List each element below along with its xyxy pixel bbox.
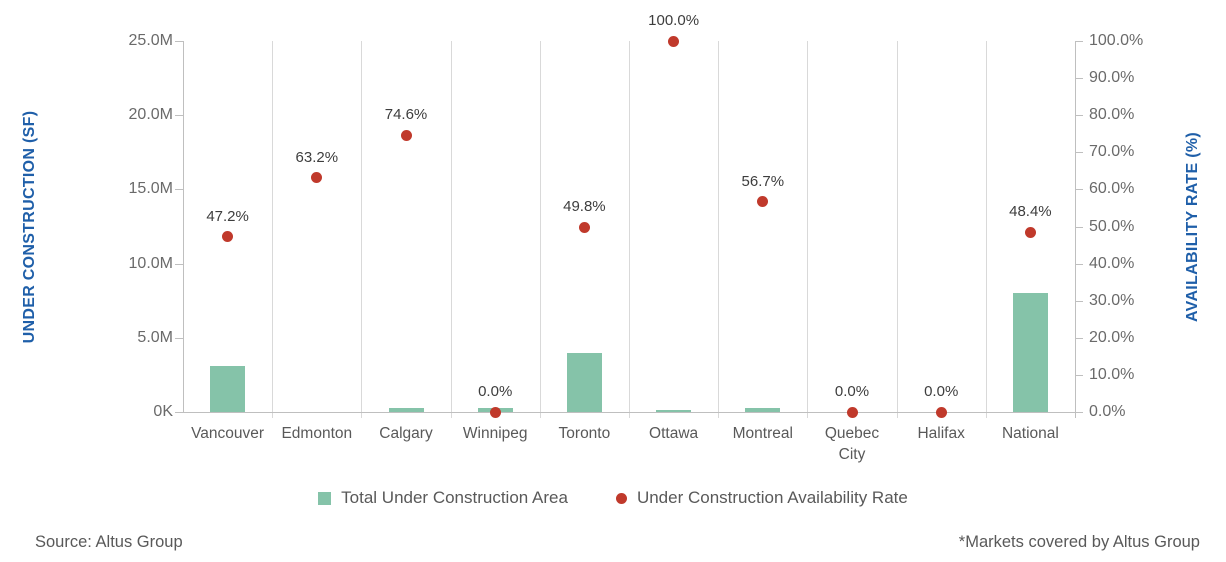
right-axis-tick <box>1075 189 1083 191</box>
rate-dot-ottawa <box>668 35 680 47</box>
left-axis-tick <box>175 189 183 191</box>
rate-data-label: 0.0% <box>478 383 513 400</box>
vertical-gridline <box>985 41 987 418</box>
right-axis-tick-label: 40.0% <box>1089 254 1135 272</box>
category-label-quebec-city: Quebec City <box>824 425 880 463</box>
left-axis-tick-label: 20.0M <box>128 106 173 124</box>
category-label-winnipeg: Winnipeg <box>462 425 528 442</box>
vertical-gridline <box>807 41 809 418</box>
right-axis-tick <box>1075 337 1083 339</box>
left-axis-tick <box>175 337 183 339</box>
bar-montreal <box>745 407 781 412</box>
right-axis-line <box>1075 41 1076 418</box>
bar-vancouver <box>210 365 246 412</box>
category-label-calgary: Calgary <box>379 425 433 442</box>
category-label-vancouver: Vancouver <box>191 425 265 442</box>
left-axis-tick-label: 0K <box>153 403 173 420</box>
left-axis-tick-label: 5.0M <box>137 328 173 346</box>
rate-data-label: 0.0% <box>834 383 870 400</box>
vertical-gridline <box>718 41 720 418</box>
x-axis-line <box>175 412 1083 413</box>
source-note: Source: Altus Group <box>35 533 183 551</box>
right-axis-tick-label: 50.0% <box>1089 217 1135 235</box>
legend-label-dots: Under Construction Availability Rate <box>636 488 908 507</box>
right-axis-tick-label: 30.0% <box>1089 291 1135 309</box>
rate-data-label: 0.0% <box>924 383 959 400</box>
left-axis-tick <box>175 41 183 42</box>
vertical-gridline <box>629 41 630 418</box>
rate-dot-calgary <box>400 129 412 141</box>
rate-dot-vancouver <box>222 231 234 243</box>
rate-data-label: 74.6% <box>384 106 428 124</box>
chart-legend: Total Under Construction Area Under Cons… <box>0 486 1226 510</box>
right-axis-tick <box>1075 78 1083 80</box>
right-axis-tick <box>1075 263 1083 265</box>
left-axis-tick-label: 25.0M <box>128 32 173 49</box>
right-axis-tick <box>1075 152 1083 154</box>
legend-item-dots: Under Construction Availability Rate <box>615 488 908 508</box>
rate-data-label: 56.7% <box>741 172 785 190</box>
right-axis-tick-label: 80.0% <box>1089 106 1135 124</box>
category-label-ottawa: Ottawa <box>649 425 699 442</box>
vertical-gridline <box>539 41 541 418</box>
right-axis-tick <box>1075 374 1083 376</box>
right-axis-tick-label: 60.0% <box>1089 180 1135 198</box>
category-label-halifax: Halifax <box>917 425 965 442</box>
rate-data-label: 63.2% <box>295 148 339 166</box>
left-axis-tick <box>175 263 183 265</box>
category-label-national: National <box>1001 425 1059 442</box>
right-axis-tick-label: 20.0% <box>1089 328 1135 346</box>
right-axis-tick <box>1075 412 1083 413</box>
rate-dot-quebec-city <box>846 406 858 418</box>
bar-calgary <box>388 408 424 412</box>
left-axis-tick-label: 10.0M <box>128 254 173 272</box>
right-axis-tick <box>1075 115 1083 117</box>
left-axis-tick-label: 15.0M <box>128 180 173 198</box>
right-axis-tick-label: 0.0% <box>1089 403 1126 420</box>
bar-national <box>1012 292 1048 412</box>
markets-note: *Markets covered by Altus Group <box>958 533 1200 551</box>
right-axis-tick <box>1075 300 1083 302</box>
legend-label-bars: Total Under Construction Area <box>341 488 568 507</box>
bar-toronto <box>566 352 602 412</box>
right-axis-tick-label: 70.0% <box>1089 143 1135 161</box>
legend-item-bars: Total Under Construction Area <box>318 488 568 508</box>
rate-data-label: 47.2% <box>206 207 249 225</box>
rate-dot-toronto <box>578 221 590 233</box>
right-axis-tick-label: 100.0% <box>1089 32 1144 49</box>
rate-data-label: 100.0% <box>648 12 700 29</box>
rate-data-label: 48.4% <box>1009 203 1052 221</box>
category-label-edmonton: Edmonton <box>281 425 353 442</box>
left-axis-line <box>183 41 184 412</box>
right-axis-tick <box>1075 226 1083 228</box>
bar-series-swatch-icon <box>318 491 332 505</box>
bar-ottawa <box>656 409 692 412</box>
left-axis-tick <box>175 412 183 413</box>
category-label-montreal: Montreal <box>732 425 793 442</box>
vertical-gridline <box>896 41 898 418</box>
rate-dot-national <box>1024 226 1036 238</box>
category-label-toronto: Toronto <box>558 425 611 442</box>
left-axis-title: UNDER CONSTRUCTION (SF) <box>21 110 38 344</box>
vertical-gridline <box>361 41 363 418</box>
rate-dot-halifax <box>935 406 947 418</box>
rate-data-label: 49.8% <box>563 198 606 216</box>
rate-dot-winnipeg <box>489 406 501 418</box>
right-axis-tick <box>1075 41 1083 42</box>
rate-dot-montreal <box>757 196 769 208</box>
right-axis-tick-label: 90.0% <box>1089 69 1135 87</box>
right-axis-tick-label: 10.0% <box>1089 365 1135 383</box>
rate-dot-edmonton <box>311 172 323 184</box>
vertical-gridline <box>450 41 452 418</box>
dot-series-swatch-icon <box>615 492 627 504</box>
vertical-gridline <box>272 41 274 418</box>
right-axis-title: AVAILABILITY RATE (%) <box>1184 132 1201 322</box>
left-axis-tick <box>175 115 183 117</box>
